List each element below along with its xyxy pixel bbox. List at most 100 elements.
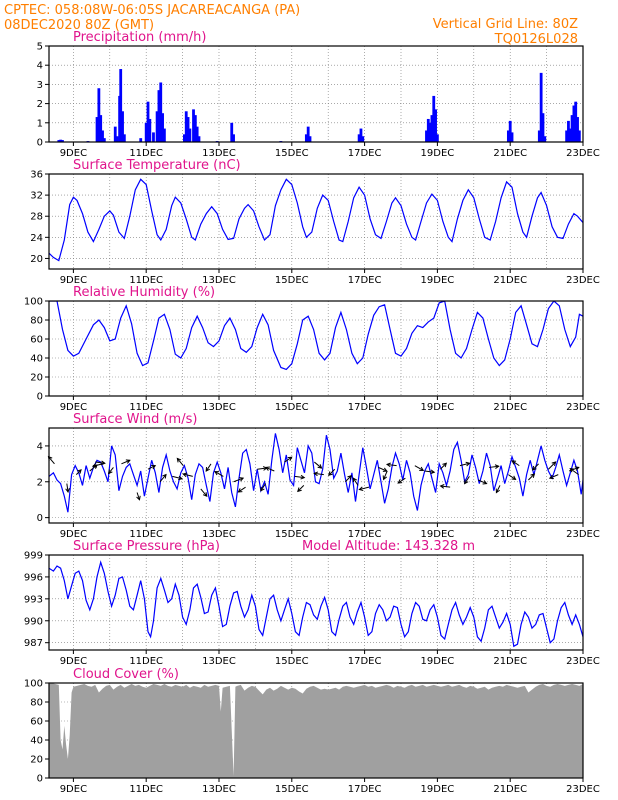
- wind-arrow-head: [77, 469, 82, 474]
- header-run-time: 08DEC2020 80Z (GMT): [4, 18, 154, 33]
- precipitation-bar: [428, 122, 432, 142]
- wind-arrow-shaft: [569, 468, 579, 476]
- humidity-xtick-label: 9DEC: [60, 402, 87, 413]
- wind-arrow-head: [264, 466, 270, 471]
- wind-arrow-head: [439, 484, 445, 489]
- wind-arrow-head: [397, 479, 403, 484]
- wind-plot-area: [49, 433, 583, 513]
- pressure-ytick-label: 999: [24, 551, 43, 562]
- wind-arrow-head: [482, 480, 488, 485]
- precipitation-bar: [59, 139, 63, 142]
- precipitation-bar: [576, 117, 579, 142]
- precipitation-bar: [197, 136, 201, 142]
- cloud-panel: 0 20 40 60 80 100 9DEC 11DEC 13DEC 15DEC 17DEC 19DE…: [24, 667, 600, 795]
- wind-arrow-shaft: [397, 477, 406, 484]
- pressure-xtick-label: 9DEC: [60, 656, 87, 667]
- temperature-ytick-label: 24: [30, 233, 43, 244]
- humidity-xtick-label: 13DEC: [202, 402, 236, 413]
- temperature-ytick-label: 36: [30, 170, 43, 181]
- wind-arrow-shaft: [328, 468, 336, 476]
- wind-xtick-label: 13DEC: [202, 529, 236, 540]
- cloud-xtick-label: 23DEC: [566, 784, 600, 795]
- pressure-frame: [48, 554, 584, 651]
- header-grid-line: Vertical Grid Line: 80Z: [433, 17, 578, 32]
- precipitation-bar: [426, 118, 430, 142]
- pressure-title: Surface Pressure (hPa): [73, 539, 220, 554]
- wind-arrow-head: [205, 467, 210, 472]
- humidity-frame: [48, 300, 584, 397]
- precipitation-plot-area: [57, 69, 581, 142]
- wind-arrow-head: [511, 475, 517, 480]
- wind-arrow-shaft: [383, 470, 388, 480]
- wind-arrow-shaft: [183, 473, 193, 477]
- wind-arrow-head: [382, 475, 388, 481]
- wind-arrow-head: [347, 475, 353, 480]
- wind-arrow-head: [65, 488, 70, 493]
- wind-arrow-shaft: [294, 475, 305, 479]
- wind-arrow-head: [442, 462, 448, 468]
- temperature-xtick-label: 9DEC: [60, 275, 87, 286]
- wind-arrow-head: [511, 460, 517, 465]
- precipitation-bar: [508, 120, 512, 142]
- panels-group: 0 1 2 3 4 5 9DEC 11DEC 13DEC 15DEC 17DEC 19DEC 21DEC…: [24, 30, 600, 795]
- humidity-xtick-label: 11DEC: [129, 402, 163, 413]
- precipitation-ytick-label: 1: [37, 118, 43, 129]
- wind-arrow-head: [419, 466, 425, 471]
- pressure-ytick-label: 987: [24, 638, 43, 649]
- precipitation-bar: [432, 95, 436, 142]
- precipitation-bar: [102, 138, 106, 142]
- wind-line: [49, 433, 583, 513]
- cloud-frame: [48, 682, 584, 779]
- wind-arrow-head: [464, 479, 469, 485]
- precipitation-bar: [159, 82, 163, 142]
- wind-arrow-head: [107, 469, 113, 475]
- temperature-xtick-label: 23DEC: [566, 275, 600, 286]
- precipitation-ytick-label: 4: [37, 61, 43, 72]
- temperature-xtick-label: 17DEC: [348, 275, 382, 286]
- precipitation-xtick-label: 11DEC: [129, 148, 163, 159]
- wind-arrow-shaft: [147, 465, 156, 470]
- cloud-ytick-label: 60: [30, 717, 43, 728]
- cloud-title: Cloud Cover (%): [73, 667, 179, 682]
- pressure-ytick-label: 996: [24, 572, 43, 583]
- wind-arrow-head: [358, 486, 364, 492]
- precipitation-bar: [184, 111, 188, 142]
- cloud-ytick-label: 20: [30, 755, 43, 766]
- humidity-plot-area: [49, 301, 583, 371]
- wind-arrow-head: [313, 471, 319, 477]
- wind-title: Surface Wind (m/s): [73, 412, 197, 427]
- humidity-ytick-label: 100: [24, 297, 43, 308]
- temperature-ytick-label: 32: [30, 191, 43, 202]
- temperature-xtick-label: 21DEC: [493, 275, 527, 286]
- wind-arrow-head: [214, 471, 219, 476]
- humidity-xtick-label: 19DEC: [421, 402, 455, 413]
- wind-arrow-shaft: [233, 477, 244, 483]
- temperature-ytick-label: 28: [30, 212, 43, 223]
- cloud-ytick-label: 100: [24, 679, 43, 690]
- humidity-title: Relative Humidity (%): [73, 285, 215, 300]
- wind-arrow-shaft: [159, 474, 167, 483]
- wind-xtick-label: 23DEC: [566, 529, 600, 540]
- precipitation-bar: [543, 136, 547, 142]
- wind-arrow-shaft: [260, 483, 267, 492]
- wind-arrow-shaft: [200, 488, 208, 497]
- pressure-xtick-label: 21DEC: [493, 656, 527, 667]
- cloud-ytick-label: 40: [30, 736, 43, 747]
- precipitation-bar: [162, 128, 166, 142]
- precipitation-bar: [506, 130, 510, 142]
- temperature-panel: 20 24 28 32 36 9DEC 11DEC 13DEC 15DEC 17DEC 19DEC 2…: [30, 158, 600, 286]
- wind-arrow-head: [569, 467, 575, 473]
- wind-xtick-label: 19DEC: [421, 529, 455, 540]
- wind-arrow-shaft: [424, 470, 435, 473]
- temperature-plot-area: [49, 178, 583, 262]
- wind-arrow-shaft: [257, 467, 267, 470]
- wind-arrow-head: [317, 464, 323, 469]
- precipitation-bar: [139, 138, 143, 142]
- wind-arrow-head: [574, 466, 580, 471]
- pressure-line: [49, 560, 583, 648]
- wind-arrow-shaft: [75, 469, 82, 475]
- wind-arrow-shaft: [439, 462, 447, 470]
- precipitation-bar: [306, 126, 310, 142]
- humidity-xtick-label: 17DEC: [348, 402, 382, 413]
- wind-arrow-head: [548, 474, 554, 480]
